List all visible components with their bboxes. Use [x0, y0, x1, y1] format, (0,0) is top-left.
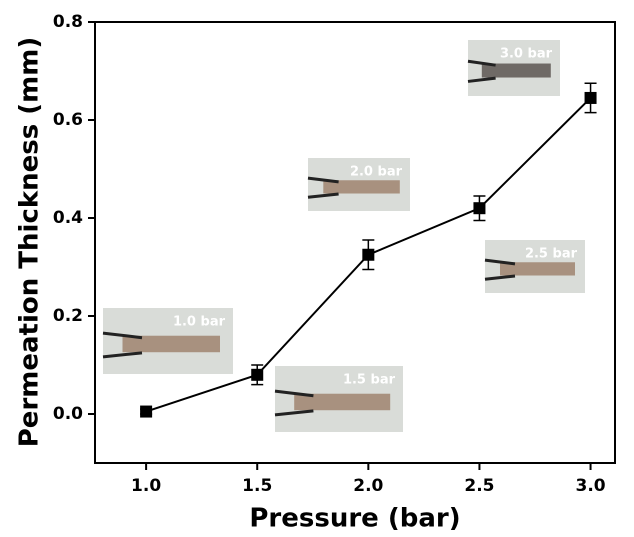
y-tick-label: 0.4 — [53, 208, 83, 228]
sample-strip — [294, 393, 391, 411]
sample-strip — [481, 63, 551, 78]
y-tick-label: 0.6 — [53, 110, 83, 130]
tweezer — [102, 331, 143, 340]
tweezer — [274, 389, 314, 398]
tweezer — [467, 76, 496, 83]
inset-label: 2.0 bar — [350, 165, 403, 180]
sample-strip — [323, 180, 400, 194]
data-point — [140, 405, 153, 418]
data-point — [251, 368, 264, 381]
inset-label: 1.5 bar — [343, 373, 396, 388]
tweezer — [467, 59, 496, 67]
y-tick-label: 0.2 — [53, 306, 83, 326]
y-tick-label: 0.0 — [53, 404, 83, 424]
inset-label: 1.0 bar — [173, 315, 226, 330]
inset-label: 3.0 bar — [500, 47, 553, 62]
tweezer — [484, 274, 516, 281]
tweezer — [484, 258, 516, 266]
sample-strip — [500, 262, 575, 276]
y-tick-label: 0.8 — [53, 12, 83, 32]
x-tick-label: 2.5 — [464, 476, 494, 496]
tweezer — [307, 176, 339, 184]
x-tick-label: 3.0 — [575, 476, 605, 496]
inset-label: 2.5 bar — [525, 247, 578, 262]
x-tick-label: 2.0 — [353, 476, 383, 496]
data-point — [584, 91, 597, 104]
x-axis-title: Pressure (bar) — [249, 504, 460, 534]
sample-strip — [122, 335, 220, 353]
data-point — [473, 202, 486, 215]
y-axis-title: Permeation Thickness (mm) — [15, 37, 45, 448]
tweezer — [274, 409, 314, 417]
x-tick-label: 1.5 — [242, 476, 272, 496]
tweezer — [102, 351, 143, 359]
tweezer — [307, 192, 339, 199]
data-point — [362, 248, 375, 261]
plot-frame — [94, 21, 616, 464]
x-tick-label: 1.0 — [131, 476, 161, 496]
